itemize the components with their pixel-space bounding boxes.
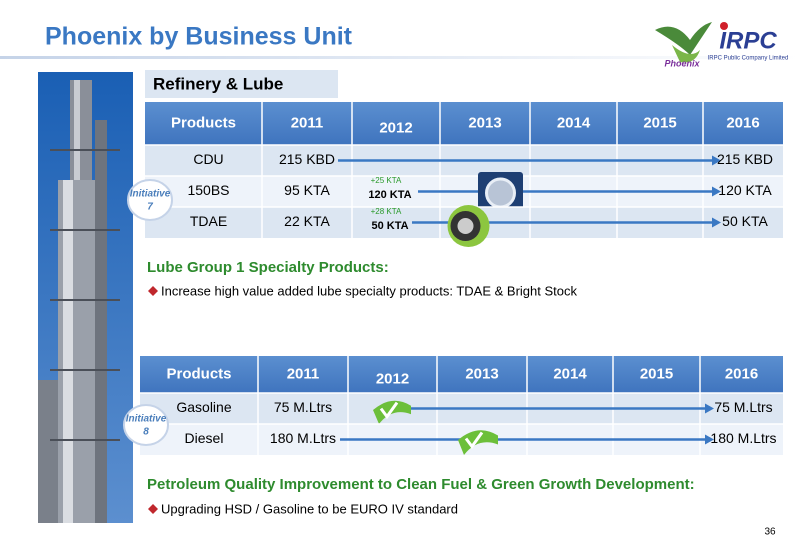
section-subtitle: Lube Group 1 Specialty Products: [147, 259, 389, 276]
badge-circle [127, 179, 173, 221]
product-name: Gasoline [176, 399, 231, 415]
bullet-marker [148, 286, 158, 296]
badge-number: 7 [147, 202, 153, 213]
arrow-head [705, 403, 714, 414]
irpc-caption: IRPC Public Company Limited [708, 56, 789, 62]
icon-shape [464, 431, 484, 450]
icon-shape [458, 430, 498, 455]
product-name: CDU [193, 151, 223, 167]
target-note: 120 KTA [368, 189, 411, 201]
column-header: 2014 [557, 114, 591, 131]
initiative-badge: Initiative 7 [127, 179, 173, 221]
column-header: 2013 [465, 365, 498, 382]
end-value: 50 KTA [722, 213, 768, 229]
end-value: 180 M.Ltrs [710, 430, 776, 446]
column-header: 2013 [468, 114, 501, 131]
phoenix-logo: Phoenix [655, 22, 712, 68]
table-row: 150BS 95 KTA 120 KTA +25 KTA 120 KTA [145, 172, 783, 214]
increase-note: +25 KTA [371, 176, 402, 185]
bullet-marker [148, 504, 158, 514]
column-header: 2011 [291, 114, 324, 131]
table-row: Diesel 180 M.Ltrs 180 M.Ltrs [140, 423, 783, 455]
table-row: CDU 215 KBD 215 KBD [145, 144, 783, 176]
start-value: 95 KTA [284, 182, 330, 198]
end-value: 215 KBD [717, 151, 773, 167]
table: Products 2011 2012 2013 2014 2015 2016 Gasoline… [140, 356, 783, 455]
increase-note: +28 KTA [371, 207, 402, 216]
badge-number: 8 [143, 427, 149, 438]
column-header: 2012 [379, 119, 412, 136]
column-header: 2016 [726, 114, 759, 131]
table-row: Gasoline 75 M.Ltrs 75 M.Ltrs [140, 392, 783, 424]
gear-icon [478, 172, 523, 214]
arrow-head [705, 434, 714, 445]
start-value: 180 M.Ltrs [270, 430, 336, 446]
section-title-box [145, 70, 338, 98]
end-value: 75 M.Ltrs [714, 399, 772, 415]
product-name: 150BS [187, 182, 229, 198]
table-row: TDAE 22 KTA 50 KTA +28 KTA 50 KTA [145, 205, 783, 247]
irpc-logo-text: IRPC [719, 27, 777, 54]
product-name: TDAE [190, 213, 227, 229]
end-value: 120 KTA [718, 182, 772, 198]
target-note: 50 KTA [371, 220, 408, 232]
badge-circle [123, 404, 169, 446]
section-title: Refinery & Lube [153, 74, 283, 93]
section-subtitle: Petroleum Quality Improvement to Clean F… [147, 476, 695, 493]
column-header: 2015 [643, 114, 676, 131]
icon-shape [457, 218, 474, 234]
column-header: 2016 [725, 365, 758, 382]
nozzle-icon [458, 430, 498, 455]
table-header [140, 356, 783, 393]
arrow-head [712, 155, 721, 166]
badge-label: Initiative [130, 189, 171, 200]
column-header: Products [171, 114, 236, 131]
page-number: 36 [764, 527, 776, 538]
refinery-photo [38, 72, 133, 523]
irpc-logo: IRPC IRPC Public Company Limited [708, 22, 789, 62]
start-value: 22 KTA [284, 213, 330, 229]
table-header [145, 102, 783, 145]
column-header: Products [166, 365, 231, 382]
start-value: 215 KBD [279, 151, 335, 167]
slide-title: Phoenix by Business Unit [45, 23, 353, 51]
section: Products 2011 2012 2013 2014 2015 2016 Gasoline… [123, 356, 783, 516]
badge-label: Initiative [126, 414, 167, 425]
bullet-text: Increase high value added lube specialty… [161, 283, 577, 298]
column-header: 2014 [553, 365, 587, 382]
column-header: 2011 [287, 365, 320, 382]
title-rule [0, 56, 800, 59]
arrow-head [712, 186, 721, 197]
start-value: 75 M.Ltrs [274, 399, 332, 415]
section: Refinery & Lube Products 2011 2012 2013 2014 2… [127, 70, 783, 298]
column-header: 2012 [376, 370, 409, 387]
initiative-badge: Initiative 8 [123, 404, 169, 446]
column-header: 2015 [640, 365, 673, 382]
icon-shape [379, 401, 399, 420]
tire-icon [447, 205, 490, 247]
nozzle-icon [373, 400, 411, 424]
bullet-text: Upgrading HSD / Gasoline to be EURO IV s… [161, 501, 458, 516]
product-name: Diesel [185, 430, 224, 446]
icon-shape [485, 177, 516, 209]
arrow-head [712, 217, 721, 228]
table: Products 2011 2012 2013 2014 2015 2016 CDU 215 K… [145, 102, 783, 247]
phoenix-logo-text: Phoenix [664, 58, 700, 68]
icon-shape [373, 400, 411, 424]
